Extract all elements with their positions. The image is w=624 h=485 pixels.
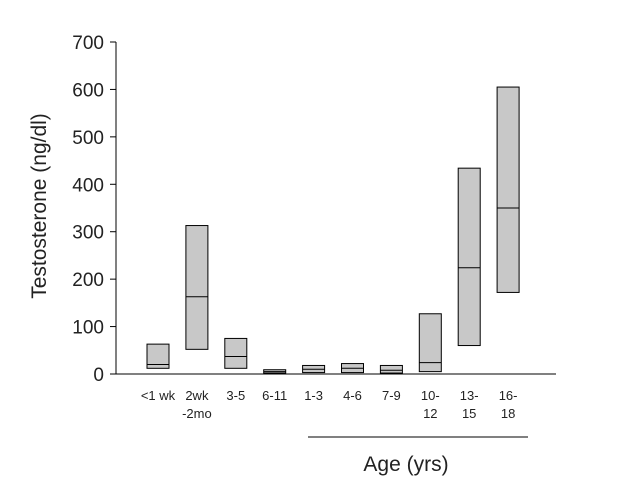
x-tick-label: 4-6 [343,388,362,403]
y-tick-label: 700 [72,33,104,54]
box [418,313,442,373]
y-tick-label: 500 [72,128,104,149]
y-tick-label: 200 [72,270,104,291]
y-tick-label: 100 [72,318,104,339]
x-tick-label: 15 [462,406,476,421]
box [224,337,248,369]
box [457,167,481,347]
y-ticks: 0 100 200 300 400 500 600 700 [72,33,116,386]
box [496,86,520,293]
box [146,343,170,369]
x-axis-label: Age (yrs) [363,453,448,476]
x-tick-label: 6-11 [262,388,287,403]
box [185,225,209,350]
x-tick-label: 10- [421,388,440,403]
y-tick-label: 0 [93,365,104,386]
box [379,364,403,374]
axes [115,42,556,375]
x-ticks: <1 wk 2wk -2mo 3-5 6-11 1-3 4-6 7-9 10- 12 13- 15 16… [141,388,518,421]
y-axis-label: Testosterone (ng/dl) [28,113,51,299]
x-tick-label: <1 wk [141,388,176,403]
x-tick-label: 12 [423,406,437,421]
x-tick-label: 3-5 [226,388,245,403]
x-tick-label: 13- [460,388,479,403]
x-tick-label: 16- [499,388,518,403]
y-tick-label: 300 [72,223,104,244]
x-tick-label: 2wk [185,388,209,403]
x-tick-label: -2mo [182,406,212,421]
y-tick-label: 600 [72,80,104,101]
x-tick-label: 18 [501,406,515,421]
x-tick-label: 1-3 [304,388,323,403]
x-tick-label: 7-9 [382,388,401,403]
boxes [146,86,520,374]
y-tick-label: 400 [72,175,104,196]
